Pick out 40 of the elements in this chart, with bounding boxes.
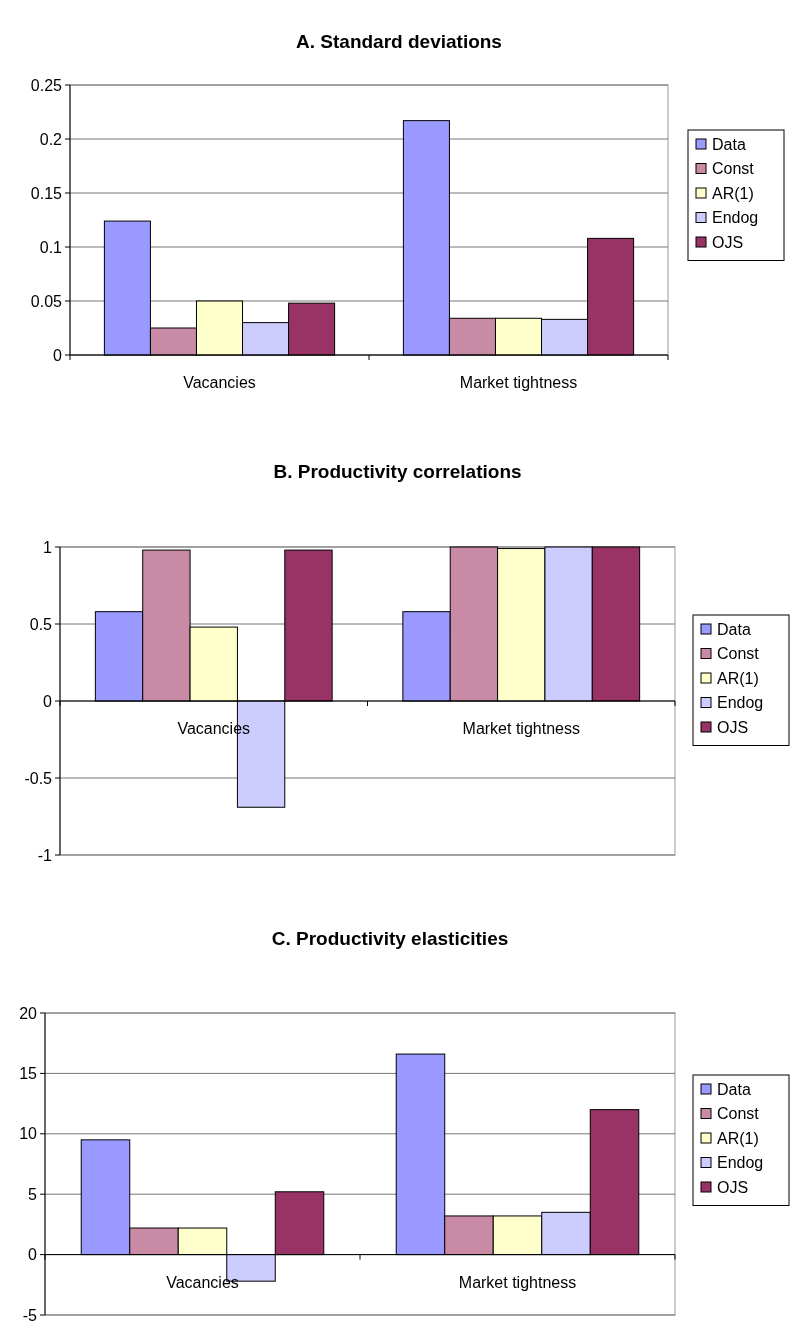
- y-tick-label: 0.15: [30, 184, 63, 202]
- y-tick-label: 15: [19, 1065, 38, 1082]
- legend-label: Endog: [717, 694, 764, 712]
- x-tick-label: Vacancies: [183, 374, 256, 391]
- x-tick-label: Market tightness: [459, 374, 578, 391]
- x-tick-label: Market tightness: [458, 1273, 577, 1291]
- y-tick-label: 0: [43, 692, 53, 710]
- y-tick-label: 0.1: [39, 238, 63, 256]
- chart-title: C. Productivity elasticities: [271, 928, 509, 949]
- legend-label: Data: [712, 135, 746, 153]
- y-tick-label: 0.2: [39, 130, 63, 148]
- y-tick-label: -5: [22, 1306, 38, 1324]
- legend-label: Const: [712, 160, 755, 178]
- legend-label: Const: [717, 645, 760, 663]
- y-tick-label: 1: [43, 538, 53, 556]
- x-tick-label: Market tightness: [462, 720, 580, 737]
- y-tick-label: -1: [37, 846, 53, 864]
- y-tick-label: 0: [28, 1246, 38, 1264]
- chart-title: A. Standard deviations: [296, 31, 502, 52]
- legend-label: Data: [717, 620, 751, 638]
- y-tick-label: 0.05: [30, 292, 63, 310]
- chart-title: B. Productivity correlations: [273, 461, 522, 482]
- legend-label: Const: [717, 1105, 760, 1123]
- y-tick-label: 0.25: [30, 76, 63, 94]
- y-tick-label: 5: [28, 1185, 38, 1203]
- legend-label: Data: [717, 1080, 751, 1098]
- y-tick-label: 20: [19, 1004, 38, 1022]
- y-tick-label: 0: [53, 346, 63, 364]
- y-tick-label: -0.5: [24, 769, 53, 787]
- legend-label: Endog: [712, 209, 759, 227]
- legend-label: AR(1): [712, 184, 754, 202]
- legend-label: OJS: [717, 1178, 749, 1196]
- legend-label: AR(1): [717, 669, 759, 687]
- x-tick-label: Vacancies: [166, 1273, 239, 1291]
- legend-label: AR(1): [717, 1129, 759, 1147]
- legend-label: Endog: [717, 1154, 764, 1172]
- y-tick-label: 10: [19, 1125, 38, 1143]
- legend-label: OJS: [712, 233, 744, 251]
- y-tick-label: 0.5: [29, 615, 53, 633]
- legend-label: OJS: [717, 718, 749, 736]
